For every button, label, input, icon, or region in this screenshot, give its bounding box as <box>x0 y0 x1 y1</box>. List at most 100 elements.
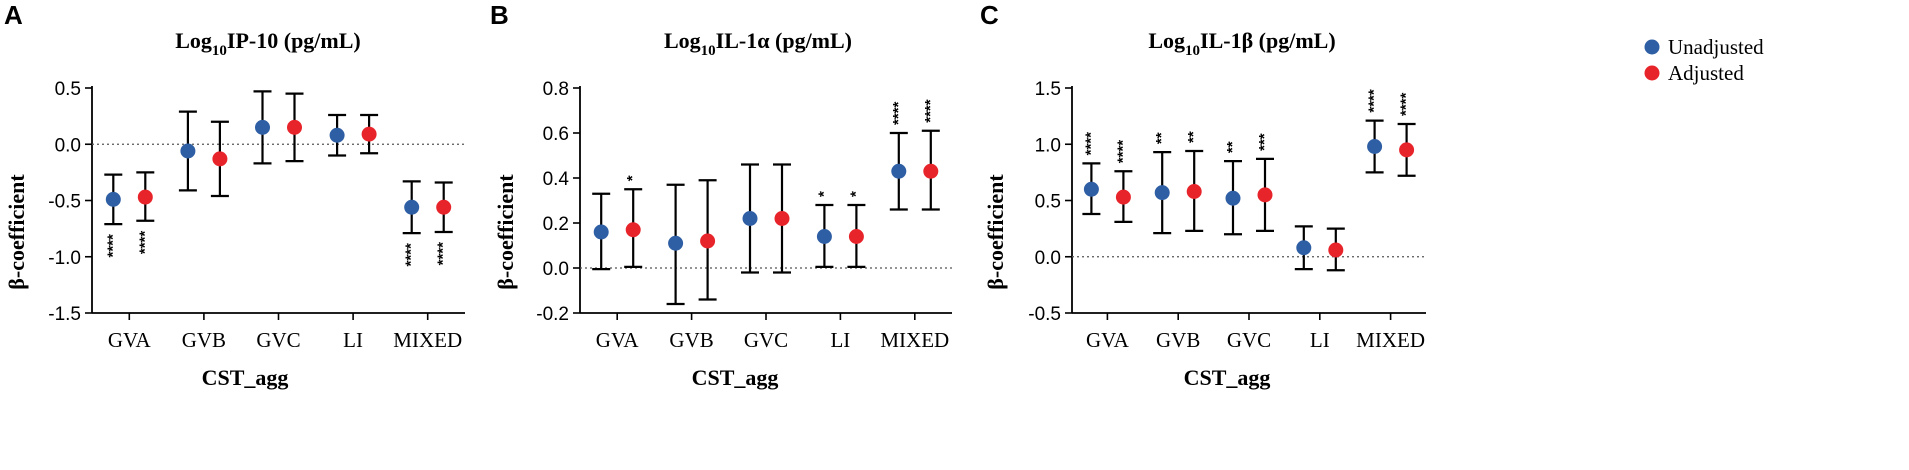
x-tick-label: GVA <box>596 328 640 352</box>
significance-label: * <box>847 191 864 197</box>
x-tick-label: GVB <box>182 328 226 352</box>
data-point-unadjusted <box>105 191 121 207</box>
x-tick-label: GVC <box>1227 328 1271 352</box>
legend-marker-unadjusted <box>1644 39 1660 55</box>
x-axis-label: CST_agg <box>202 365 289 390</box>
data-point-adjusted <box>436 199 452 215</box>
panel-b: B Log10IL-1α (pg/mL) β-coefficient CST_a… <box>490 0 952 390</box>
data-point-adjusted <box>700 233 716 249</box>
significance-label: **** <box>1082 132 1099 156</box>
y-tick-label: 0.0 <box>543 259 569 280</box>
data-point-adjusted <box>774 211 790 226</box>
panel-letter: B <box>490 0 509 30</box>
data-point-adjusted <box>1257 187 1273 203</box>
x-tick-label: MIXED <box>393 328 462 352</box>
significance-label: * <box>624 175 641 181</box>
significance-label: **** <box>136 231 153 255</box>
x-tick-label: GVA <box>1086 328 1130 352</box>
data-point-adjusted <box>287 119 302 135</box>
y-tick-label: -1.5 <box>48 304 81 325</box>
chart-title: Log10IP-10 (pg/mL) <box>175 28 361 59</box>
data-point-unadjusted <box>180 143 196 159</box>
significance-label: **** <box>435 242 452 266</box>
data-point-adjusted <box>848 229 864 244</box>
title-rest: IP-10 (pg/mL) <box>227 28 361 53</box>
x-tick-label: GVC <box>256 328 300 352</box>
significance-label: *** <box>1256 133 1273 151</box>
panel-a: A Log10IP-10 (pg/mL) β-coefficient CST_a… <box>4 0 465 390</box>
title-subscript: 10 <box>701 43 716 59</box>
significance-label: ** <box>1185 131 1202 143</box>
data-point-unadjusted <box>593 224 609 240</box>
panel-c: C Log10IL-1β (pg/mL) β-coefficient CST_a… <box>980 0 1426 390</box>
y-tick-label: 0.5 <box>55 79 81 100</box>
chart-title: Log10IL-1β (pg/mL) <box>1148 28 1335 59</box>
x-tick-label: MIXED <box>1356 328 1425 352</box>
y-tick-label: 0.2 <box>543 214 569 235</box>
data-point-unadjusted <box>891 163 907 179</box>
y-axis-label: β-coefficient <box>4 174 29 290</box>
legend-label-adjusted: Adjusted <box>1668 61 1744 85</box>
data-point-unadjusted <box>1083 181 1099 197</box>
data-point-unadjusted <box>1154 185 1170 201</box>
y-tick-label: 0.0 <box>1035 248 1061 269</box>
x-tick-label: GVC <box>744 328 788 352</box>
panel-letter: C <box>980 0 999 30</box>
title-prefix: Log <box>175 28 212 53</box>
significance-label: ** <box>1224 141 1241 153</box>
title-subscript: 10 <box>1185 43 1200 59</box>
title-subscript: 10 <box>212 43 227 59</box>
title-rest: IL-1α (pg/mL) <box>716 28 852 53</box>
data-point-adjusted <box>923 163 939 179</box>
data-point-adjusted <box>212 151 228 167</box>
y-tick-label: -0.2 <box>536 304 569 325</box>
significance-label: **** <box>104 234 121 258</box>
data-point-unadjusted <box>1225 190 1241 206</box>
x-tick-label: LI <box>830 328 850 352</box>
x-tick-label: GVB <box>1156 328 1200 352</box>
significance-label: **** <box>922 99 939 123</box>
significance-label: * <box>815 191 832 197</box>
panel-letter: A <box>4 0 23 30</box>
y-tick-label: 0.8 <box>543 79 569 100</box>
significance-label: **** <box>1366 89 1383 113</box>
y-tick-label: 1.0 <box>1035 135 1061 156</box>
data-point-unadjusted <box>329 127 345 143</box>
data-point-unadjusted <box>816 229 832 244</box>
x-tick-label: LI <box>1310 328 1330 352</box>
significance-label: **** <box>1114 140 1131 164</box>
legend-label-unadjusted: Unadjusted <box>1668 35 1764 59</box>
data-point-adjusted <box>625 222 641 238</box>
x-axis-label: CST_agg <box>1184 365 1271 390</box>
x-tick-label: MIXED <box>880 328 949 352</box>
y-tick-label: 0.5 <box>1035 192 1061 213</box>
title-prefix: Log <box>1148 28 1185 53</box>
x-tick-label: LI <box>343 328 363 352</box>
data-point-unadjusted <box>742 211 758 226</box>
y-tick-label: 0.0 <box>55 135 81 156</box>
title-rest: IL-1β (pg/mL) <box>1200 28 1336 53</box>
data-point-unadjusted <box>668 235 684 251</box>
x-tick-label: GVA <box>108 328 152 352</box>
y-tick-label: 0.6 <box>543 124 569 145</box>
x-tick-label: GVB <box>669 328 713 352</box>
significance-label: **** <box>1398 92 1415 116</box>
title-prefix: Log <box>664 28 701 53</box>
data-point-adjusted <box>1115 189 1131 205</box>
data-point-adjusted <box>137 189 153 205</box>
data-point-unadjusted <box>1296 240 1312 256</box>
y-tick-label: 1.5 <box>1035 79 1061 100</box>
significance-label: ** <box>1153 132 1170 144</box>
significance-label: **** <box>890 101 907 125</box>
data-point-unadjusted <box>1367 139 1383 154</box>
y-axis-label: β-coefficient <box>983 174 1008 290</box>
data-point-adjusted <box>1186 184 1202 199</box>
y-tick-label: -1.0 <box>48 248 81 269</box>
significance-label: **** <box>403 243 420 267</box>
data-point-unadjusted <box>255 119 270 135</box>
chart-title: Log10IL-1α (pg/mL) <box>664 28 852 59</box>
y-tick-label: -0.5 <box>1028 304 1061 325</box>
